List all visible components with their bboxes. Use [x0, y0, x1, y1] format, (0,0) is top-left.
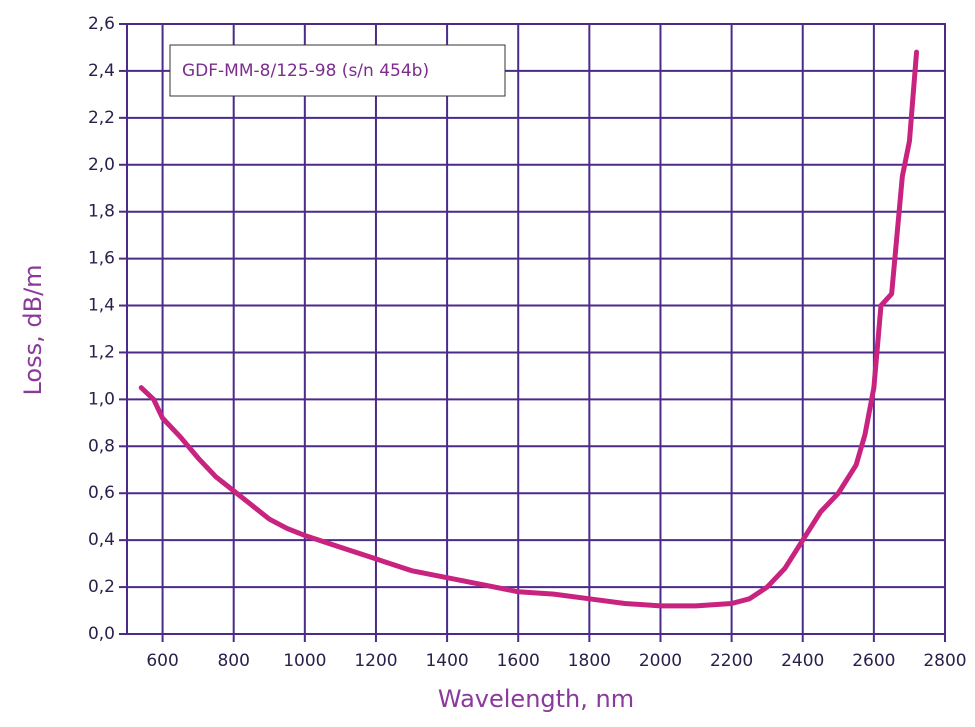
y-tick-label: 1,0 — [88, 389, 115, 409]
y-tick-label: 0,2 — [88, 577, 115, 597]
plot-frame — [126, 23, 946, 635]
y-tick-label: 0,8 — [88, 436, 115, 456]
x-tick-label: 800 — [217, 651, 249, 671]
y-tick-label: 0,4 — [88, 530, 115, 550]
x-tick-label: 1600 — [497, 651, 540, 671]
x-tick-label: 2800 — [923, 651, 966, 671]
y-tick-label: 1,2 — [88, 342, 115, 362]
y-tick-label: 1,6 — [88, 249, 115, 269]
x-tick-label: 2000 — [639, 651, 682, 671]
x-tick-label: 2400 — [781, 651, 824, 671]
y-tick-label: 0,0 — [88, 624, 115, 644]
x-tick-label: 600 — [146, 651, 178, 671]
y-tick-label: 2,6 — [88, 14, 115, 34]
y-tick-label: 0,6 — [88, 483, 115, 503]
y-tick-label: 2,0 — [88, 155, 115, 175]
x-axis-label: Wavelength, nm — [438, 685, 634, 713]
data-line — [138, 49, 920, 609]
legend-box — [169, 44, 506, 97]
x-tick-label: 2200 — [710, 651, 753, 671]
y-tick-label: 1,8 — [88, 202, 115, 222]
y-axis-label: Loss, dB/m — [19, 264, 47, 395]
x-tick-label: 1000 — [283, 651, 326, 671]
y-tick-label: 1,4 — [88, 296, 115, 316]
x-tick-label: 1800 — [568, 651, 611, 671]
x-tick-label: 1400 — [425, 651, 468, 671]
y-tick-label: 2,4 — [88, 61, 115, 81]
y-tick-label: 2,2 — [88, 108, 115, 128]
x-tick-label: 2600 — [852, 651, 895, 671]
legend-label: GDF-MM-8/125-98 (s/n 454b) — [182, 61, 429, 81]
x-tick-label: 1200 — [354, 651, 397, 671]
